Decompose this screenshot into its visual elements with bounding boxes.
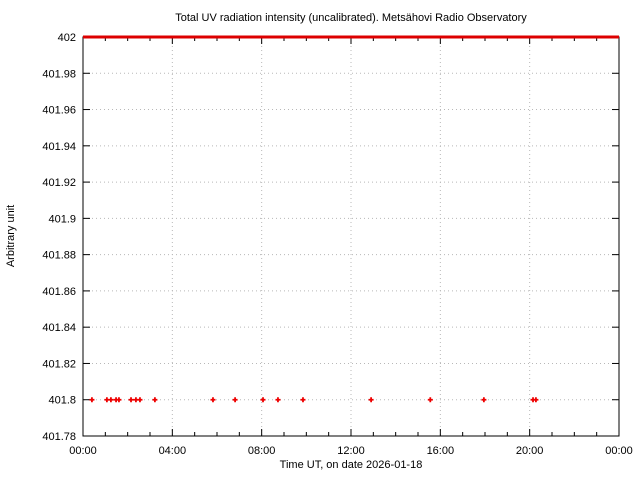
x-tick-label: 00:00 bbox=[69, 445, 97, 457]
data-point-marker bbox=[300, 397, 306, 403]
y-tick-label: 401.96 bbox=[42, 105, 76, 117]
data-point-marker bbox=[116, 397, 122, 403]
data-point-marker bbox=[128, 397, 134, 403]
y-tick-label: 402 bbox=[58, 32, 76, 44]
data-point-marker bbox=[427, 397, 433, 403]
data-point-marker bbox=[481, 397, 487, 403]
y-tick-label: 401.9 bbox=[48, 213, 76, 225]
data-point-marker bbox=[137, 397, 143, 403]
x-axis-label: Time UT, on date 2026-01-18 bbox=[280, 459, 423, 471]
x-tick-label: 12:00 bbox=[337, 445, 365, 457]
data-point-marker bbox=[108, 397, 114, 403]
y-tick-label: 401.98 bbox=[42, 68, 76, 80]
data-point-marker bbox=[89, 397, 95, 403]
x-tick-label: 00:00 bbox=[605, 445, 633, 457]
x-tick-label: 16:00 bbox=[427, 445, 455, 457]
chart-title: Total UV radiation intensity (uncalibrat… bbox=[175, 12, 527, 24]
y-tick-label: 401.8 bbox=[48, 395, 76, 407]
data-point-marker bbox=[275, 397, 281, 403]
data-point-marker bbox=[152, 397, 158, 403]
data-point-marker bbox=[368, 397, 374, 403]
plot-area: 00:00 04:00 08:00 12:00 16:00 20:00 00:00 401.7… bbox=[42, 32, 632, 457]
y-axis-label: Arbitrary unit bbox=[5, 205, 17, 267]
y-tick-label: 401.88 bbox=[42, 250, 76, 262]
x-tick-label: 20:00 bbox=[516, 445, 544, 457]
data-point-marker bbox=[260, 397, 266, 403]
x-tick-label: 04:00 bbox=[159, 445, 187, 457]
data-point-marker bbox=[533, 397, 539, 403]
y-tick-label: 401.82 bbox=[42, 358, 76, 370]
plot-border bbox=[82, 36, 620, 437]
y-tick-label: 401.94 bbox=[42, 141, 76, 153]
y-tick-label: 401.84 bbox=[42, 322, 76, 334]
data-point-marker bbox=[210, 397, 216, 403]
y-tick-label: 401.78 bbox=[42, 431, 76, 443]
y-tick-label: 401.86 bbox=[42, 286, 76, 298]
y-tick-label: 401.92 bbox=[42, 177, 76, 189]
x-tick-label: 08:00 bbox=[248, 445, 276, 457]
data-point-marker bbox=[232, 397, 238, 403]
